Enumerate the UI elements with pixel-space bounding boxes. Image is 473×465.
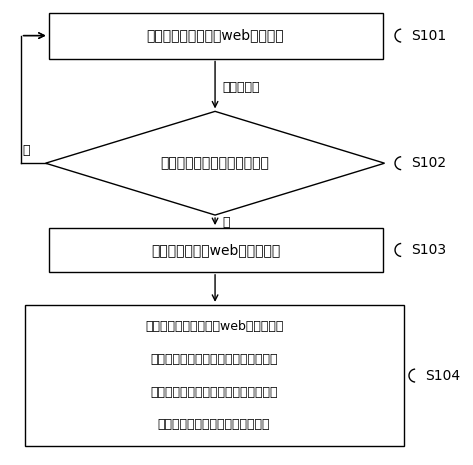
Text: 是: 是 [222,216,229,228]
Text: S104: S104 [425,369,460,383]
Text: 作指令标识调用相应的操作功能实现模: 作指令标识调用相应的操作功能实现模 [150,385,278,399]
Text: S103: S103 [411,243,446,257]
Text: 监控是否有用户登录web操作界面: 监控是否有用户登录web操作界面 [147,28,284,43]
Text: 向授权用户展示web操作界面。: 向授权用户展示web操作界面。 [151,243,280,257]
Text: 否: 否 [23,144,30,157]
Bar [49,228,383,272]
Text: 判断登录用户是否为授权用户: 判断登录用户是否为授权用户 [161,156,270,170]
Bar [49,13,383,59]
Text: 发硬件设备操作指令，根据硬件设备操: 发硬件设备操作指令，根据硬件设备操 [150,352,278,365]
Text: 块对目标硬件设备执行相应操作。: 块对目标硬件设备执行相应操作。 [158,418,270,432]
Text: S102: S102 [411,156,446,170]
Text: 有用户登录: 有用户登录 [222,81,260,94]
Bar [25,305,403,446]
Polygon shape [45,111,385,215]
Text: S101: S101 [411,28,446,43]
Text: 在接收到授权用户通过web操作界面下: 在接收到授权用户通过web操作界面下 [145,319,283,332]
